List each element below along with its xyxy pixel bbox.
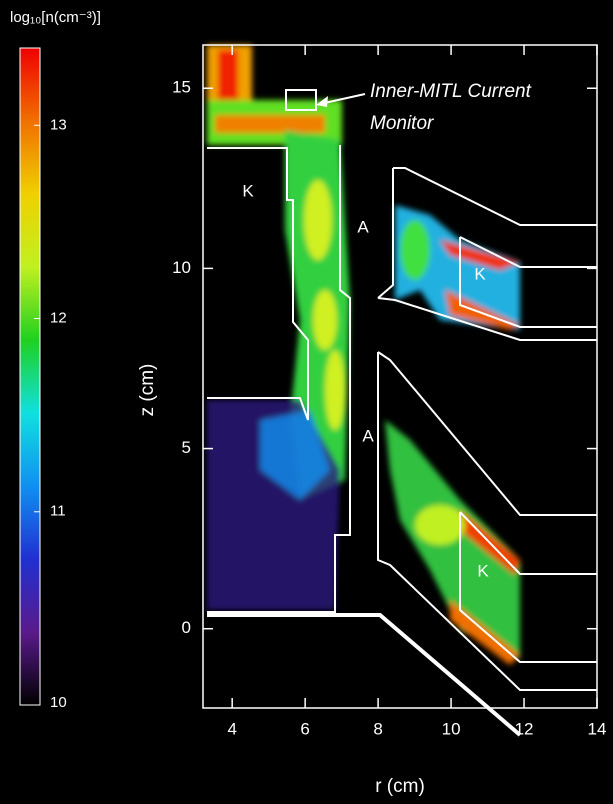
colorbar: [20, 48, 40, 705]
colorbar-tick-label: 12: [50, 309, 67, 326]
x-tick-label: 6: [300, 719, 309, 738]
y-axis-title: z (cm): [137, 364, 158, 417]
x-axis-title: r (cm): [375, 776, 425, 797]
y-tick-label: 15: [172, 78, 191, 97]
region-label: K: [477, 561, 489, 580]
annotation: Monitor: [370, 113, 434, 134]
x-tick-label: 14: [588, 719, 607, 738]
annotation: Inner-MITL Current: [370, 81, 532, 102]
chart: log₁₀[n(cm⁻³)] r: [0, 0, 613, 804]
region-label: A: [362, 426, 374, 445]
colorbar-label: log₁₀[n(cm⁻³)]: [10, 9, 101, 26]
region-label: K: [242, 181, 254, 200]
colorbar-tick-label: 13: [50, 116, 67, 133]
y-tick-label: 0: [182, 618, 191, 637]
x-tick-label: 10: [442, 719, 461, 738]
y-tick-label: 10: [172, 258, 191, 277]
x-tick-label: 8: [373, 719, 382, 738]
colorbar-tick-label: 10: [50, 694, 67, 711]
x-tick-label: 4: [227, 719, 236, 738]
y-tick-label: 5: [182, 438, 191, 457]
region-label: K: [474, 264, 486, 283]
colorbar-tick-label: 11: [50, 503, 66, 520]
x-tick-label: 12: [515, 719, 534, 738]
region-label: A: [357, 217, 369, 236]
